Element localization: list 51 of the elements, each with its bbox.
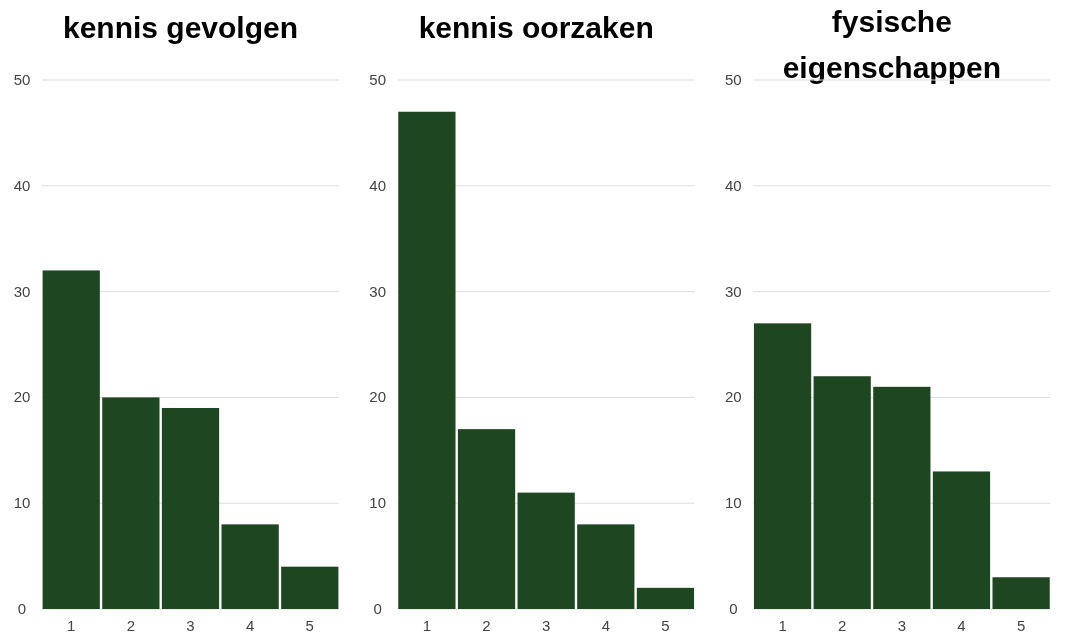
y-tick-label: 20 <box>13 388 31 406</box>
bar <box>161 407 220 609</box>
x-tick-label: 5 <box>661 617 670 634</box>
bar <box>102 397 160 609</box>
y-tick-label: 10 <box>369 494 387 512</box>
y-tick-label: 30 <box>13 282 31 300</box>
y-tick-label: 40 <box>724 176 742 194</box>
bar <box>281 566 339 609</box>
y-tick-label: 0 <box>17 600 27 617</box>
chart-title: kennis oorzaken <box>418 11 654 44</box>
chart-title: fysische eigenschappen <box>782 5 1002 84</box>
x-tick-label: 1 <box>422 617 432 634</box>
bar <box>517 492 575 609</box>
x-tick-label: 1 <box>778 617 787 634</box>
x-tick-label: 4 <box>245 617 255 634</box>
x-tick-label: 4 <box>601 617 610 634</box>
x-tick-label: 2 <box>126 617 136 634</box>
bar <box>753 323 812 609</box>
x-tick-label: 1 <box>67 617 76 634</box>
chart-title: kennis gevolgen <box>62 11 299 44</box>
y-tick-label: 10 <box>724 494 742 512</box>
bar <box>42 270 100 609</box>
x-tick-label: 3 <box>541 617 551 634</box>
bar <box>992 577 1050 609</box>
y-tick-label: 40 <box>369 176 387 194</box>
bar <box>577 524 635 609</box>
x-tick-label: 5 <box>1016 617 1026 634</box>
x-tick-label: 3 <box>897 617 907 634</box>
y-tick-label: 10 <box>13 494 31 512</box>
bar <box>636 587 695 609</box>
x-tick-label: 2 <box>838 617 847 634</box>
y-tick-label: 30 <box>369 282 387 300</box>
x-tick-label: 3 <box>186 617 195 634</box>
y-tick-label: 30 <box>724 282 742 300</box>
x-tick-label: 2 <box>482 617 491 634</box>
y-tick-label: 50 <box>369 71 387 88</box>
y-tick-label: 0 <box>373 600 382 617</box>
bar <box>932 471 991 609</box>
y-tick-label: 0 <box>729 600 738 617</box>
bar <box>398 111 456 609</box>
x-tick-label: 4 <box>957 617 966 634</box>
bar <box>813 376 871 609</box>
y-tick-label: 50 <box>13 71 31 88</box>
bar <box>873 386 931 609</box>
x-tick-label: 5 <box>305 617 314 634</box>
y-tick-label: 50 <box>724 71 742 88</box>
bar <box>221 524 279 609</box>
y-tick-label: 40 <box>13 176 31 194</box>
y-tick-label: 20 <box>369 388 387 406</box>
bar <box>457 429 516 609</box>
y-tick-label: 20 <box>724 388 742 406</box>
